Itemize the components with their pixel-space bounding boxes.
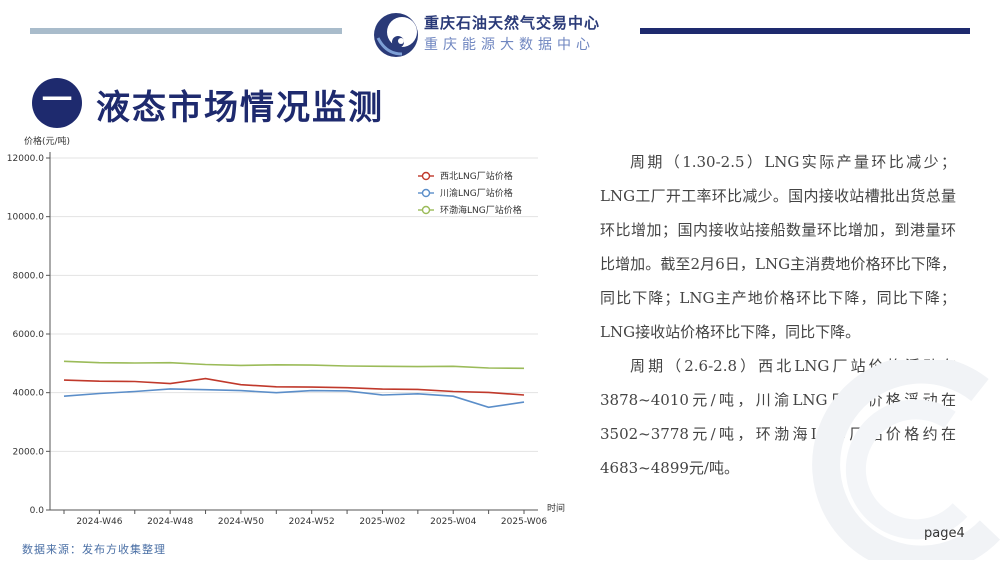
legend-label: 西北LNG厂站价格 — [440, 170, 513, 182]
legend-label: 川渝LNG厂站价格 — [440, 187, 513, 199]
y-tick-label: 2000.0 — [13, 447, 45, 457]
series-line — [63, 388, 525, 409]
logo-icon — [374, 13, 418, 57]
x-tick-label: 2025-W04 — [430, 517, 476, 527]
data-source-note: 数据来源：发布方收集整理 — [22, 543, 166, 556]
x-tick-label: 2025-W06 — [501, 517, 547, 527]
x-tick-label: 2024-W50 — [218, 517, 264, 527]
legend-marker — [421, 171, 431, 181]
watermark-logo-icon — [812, 360, 1000, 560]
header-bar-right — [640, 28, 970, 34]
page-title: 液态市场情况监测 — [96, 88, 384, 128]
x-tick-label: 2024-W46 — [76, 517, 122, 527]
y-tick-label: 4000.0 — [13, 389, 45, 399]
y-tick-label: 10000.0 — [7, 213, 44, 223]
y-axis-label: 价格(元/吨) — [24, 135, 70, 147]
x-tick-label: 2024-W48 — [147, 517, 193, 527]
x-tick-label: 2024-W52 — [289, 517, 335, 527]
x-axis-label: 时间 — [547, 502, 565, 514]
series-line — [63, 377, 525, 396]
y-tick-label: 0.0 — [30, 506, 45, 516]
org-name: 重庆石油天然气交易中心 — [424, 14, 601, 32]
chart-axes: 0.0 2000.0 4000.0 6000.0 8000.0 10000.0 12000.… — [7, 152, 547, 527]
section-number: 一 — [32, 78, 82, 128]
y-tick-label: 12000.0 — [7, 154, 44, 164]
chart-series — [63, 360, 525, 409]
price-line-chart: 0.0 2000.0 4000.0 6000.0 8000.0 10000.0 12000.… — [7, 135, 565, 527]
page-number: page4 — [924, 526, 965, 541]
y-tick-label: 8000.0 — [13, 271, 45, 281]
legend-label: 环渤海LNG厂站价格 — [440, 204, 522, 216]
y-tick-label: 6000.0 — [13, 330, 45, 340]
description-paragraph-1: 周期（1.30-2.5）LNG实际产量环比减少；LNG工厂开工率环比减少。国内接… — [600, 153, 956, 341]
x-tick-label: 2025-W02 — [359, 517, 405, 527]
header-bar-left — [30, 28, 342, 34]
legend-marker — [421, 188, 431, 198]
legend-marker — [421, 205, 431, 215]
series-line — [63, 360, 525, 370]
org-subtitle: 重庆能源大数据中心 — [424, 37, 595, 53]
